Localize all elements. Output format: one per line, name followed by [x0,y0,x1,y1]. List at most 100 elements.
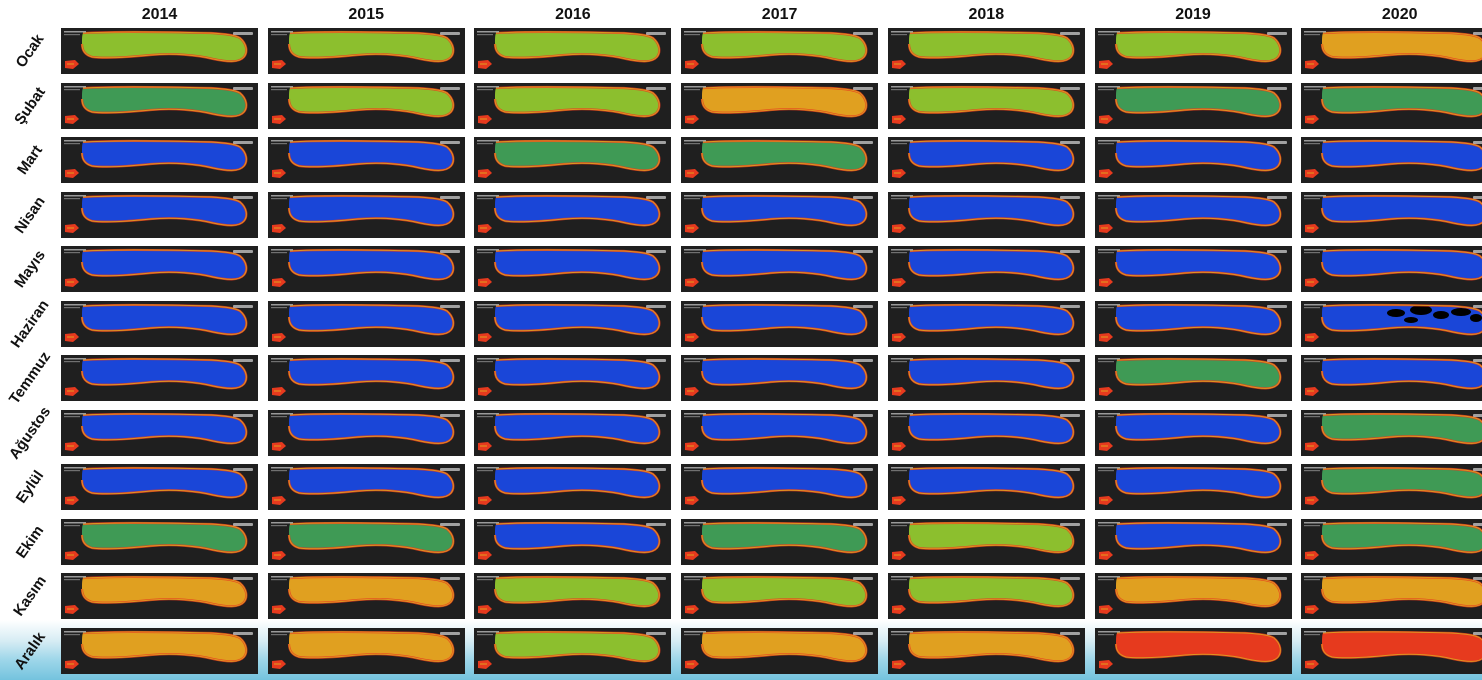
chlorophyll-map-tile[interactable] [61,464,258,510]
chlorophyll-map-tile[interactable] [267,464,465,510]
chlorophyll-map-tile[interactable] [681,464,879,510]
chlorophyll-map-tile[interactable] [1094,300,1292,347]
chlorophyll-map-tile[interactable] [267,518,465,565]
chlorophyll-map-tile[interactable] [887,300,1085,347]
chlorophyll-map-tile[interactable] [474,409,672,456]
chlorophyll-map-tile[interactable] [681,191,879,238]
chlorophyll-map-tile[interactable] [1094,28,1292,74]
chlorophyll-map-tile[interactable] [681,518,879,565]
chlorophyll-map-tile[interactable] [474,518,672,565]
chlorophyll-map-tile[interactable] [61,300,258,347]
chlorophyll-map-tile[interactable] [887,573,1085,619]
chlorophyll-map-tile[interactable] [1094,627,1292,674]
chlorophyll-map-tile[interactable] [61,28,258,74]
chlorophyll-map-tile[interactable] [61,246,258,292]
chlorophyll-map-tile[interactable] [887,518,1085,565]
chlorophyll-map-tile[interactable] [887,409,1085,456]
chlorophyll-map-tile[interactable] [1301,573,1482,619]
black-sea-map [61,355,258,401]
chlorophyll-map-tile[interactable] [681,300,879,347]
chlorophyll-map-tile[interactable] [1094,191,1292,238]
chlorophyll-map-tile[interactable] [61,82,258,129]
chlorophyll-map-tile[interactable] [1094,82,1292,129]
chlorophyll-map-tile[interactable] [61,518,258,565]
chlorophyll-map-tile[interactable] [61,137,258,183]
chlorophyll-map-tile[interactable] [1301,518,1482,565]
year-label: 2014 [141,6,178,23]
chlorophyll-map-tile[interactable] [1094,518,1292,565]
chlorophyll-map-tile[interactable] [887,137,1085,183]
chlorophyll-map-tile[interactable] [681,246,879,292]
chlorophyll-map-tile[interactable] [267,28,465,74]
black-sea-map [61,28,258,74]
chlorophyll-map-tile[interactable] [681,355,879,401]
chlorophyll-map-tile[interactable] [887,246,1085,292]
black-sea-map [1301,246,1482,292]
chlorophyll-map-tile[interactable] [474,137,672,183]
chlorophyll-map-tile[interactable] [267,300,465,347]
year-label: 2015 [348,6,384,23]
chlorophyll-map-tile[interactable] [61,627,258,674]
chlorophyll-map-tile[interactable] [1301,300,1482,347]
chlorophyll-map-tile[interactable] [61,409,258,456]
chlorophyll-map-tile[interactable] [474,464,672,510]
chlorophyll-map-tile[interactable] [1301,28,1482,74]
chlorophyll-map-tile[interactable] [1301,355,1482,401]
chlorophyll-map-tile[interactable] [474,355,672,401]
black-sea-map [681,191,879,238]
chlorophyll-map-tile[interactable] [681,137,879,183]
chlorophyll-map-tile[interactable] [267,627,465,674]
chlorophyll-map-tile[interactable] [1301,409,1482,456]
chlorophyll-map-tile[interactable] [267,82,465,129]
chlorophyll-map-tile[interactable] [474,300,672,347]
chlorophyll-map-tile[interactable] [1301,82,1482,129]
chlorophyll-map-tile[interactable] [681,573,879,619]
chlorophyll-map-tile[interactable] [681,28,879,74]
chlorophyll-map-tile[interactable] [1094,246,1292,292]
black-sea-map [267,246,465,292]
chlorophyll-map-tile[interactable] [887,355,1085,401]
chlorophyll-map-tile[interactable] [474,627,672,674]
black-sea-map [1094,137,1292,183]
chlorophyll-map-tile[interactable] [681,409,879,456]
chlorophyll-map-tile[interactable] [1094,409,1292,456]
chlorophyll-map-tile[interactable] [267,355,465,401]
black-sea-map [267,300,465,347]
chlorophyll-map-tile[interactable] [267,573,465,619]
chlorophyll-map-tile[interactable] [1301,464,1482,510]
chlorophyll-map-tile[interactable] [61,355,258,401]
chlorophyll-map-tile[interactable] [61,191,258,238]
chlorophyll-map-tile[interactable] [681,627,879,674]
chlorophyll-map-tile[interactable] [887,464,1085,510]
chlorophyll-map-tile[interactable] [474,28,672,74]
month-label-text: Eylül [12,467,48,507]
chlorophyll-map-tile[interactable] [887,191,1085,238]
chlorophyll-map-tile[interactable] [267,409,465,456]
black-sea-map [1301,28,1482,74]
chlorophyll-map-tile[interactable] [681,82,879,129]
chlorophyll-map-tile[interactable] [887,82,1085,129]
chlorophyll-map-tile[interactable] [887,627,1085,674]
black-sea-map [267,409,465,456]
chlorophyll-map-tile[interactable] [474,246,672,292]
chlorophyll-map-tile[interactable] [887,28,1085,74]
black-sea-map [61,137,258,183]
chlorophyll-map-tile[interactable] [1301,137,1482,183]
black-sea-map [474,464,672,510]
year-label: 2017 [761,6,798,23]
chlorophyll-map-tile[interactable] [1301,191,1482,238]
chlorophyll-map-tile[interactable] [1301,246,1482,292]
chlorophyll-map-tile[interactable] [267,137,465,183]
chlorophyll-map-tile[interactable] [1301,627,1482,674]
chlorophyll-map-tile[interactable] [1094,137,1292,183]
chlorophyll-map-tile[interactable] [1094,355,1292,401]
chlorophyll-map-tile[interactable] [474,573,672,619]
chlorophyll-map-tile[interactable] [61,573,258,619]
chlorophyll-map-tile[interactable] [474,191,672,238]
chlorophyll-map-tile[interactable] [267,191,465,238]
black-sea-map [681,409,879,456]
chlorophyll-map-tile[interactable] [1094,573,1292,619]
chlorophyll-map-tile[interactable] [1094,464,1292,510]
chlorophyll-map-tile[interactable] [267,246,465,292]
chlorophyll-map-tile[interactable] [474,82,672,129]
